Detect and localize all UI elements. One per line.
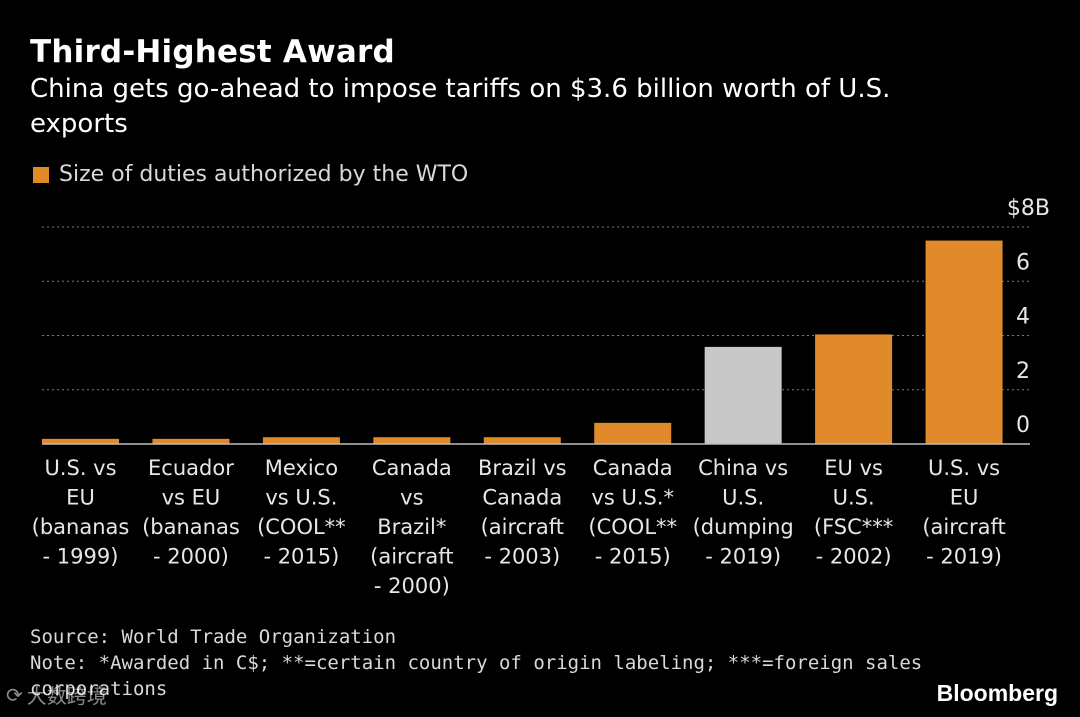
x-tick-label: U.S. vs EU (aircraft - 2019)	[922, 456, 1005, 569]
footnote: Note: *Awarded in C$; **=certain country…	[30, 652, 923, 700]
y-tick-label: 0	[1016, 413, 1030, 438]
y-tick-label: 4	[1016, 305, 1030, 330]
bar	[594, 422, 672, 444]
bar	[815, 334, 893, 444]
watermark-icon: ⟳	[6, 682, 23, 707]
bar	[925, 240, 1003, 444]
chart-title: Third-Highest Award	[30, 34, 395, 70]
x-tick-label: China vs U.S. (dumping - 2019)	[693, 456, 794, 569]
source-note: Source: World Trade Organization	[30, 626, 397, 648]
legend-swatch	[33, 166, 49, 183]
bar	[152, 438, 230, 444]
y-unit-label: $8B	[1007, 196, 1050, 221]
bar	[373, 437, 451, 444]
x-tick-label: Canada vs U.S.* (COOL** - 2015)	[588, 456, 677, 569]
bar	[262, 437, 340, 444]
x-tick-label: Mexico vs U.S. (COOL** - 2015)	[257, 456, 346, 569]
legend-label: Size of duties authorized by the WTO	[59, 162, 469, 187]
x-tick-label: EU vs U.S. (FSC*** - 2002)	[814, 456, 893, 569]
footer: Source: World Trade Organization Note: *…	[30, 624, 930, 702]
bar	[704, 346, 782, 444]
x-tick-label: Canada vs Brazil* (aircraft - 2000)	[370, 456, 453, 598]
watermark-text: 大数跨境	[26, 684, 107, 708]
bar	[483, 437, 561, 444]
x-tick-label: Brazil vs Canada (aircraft - 2003)	[478, 456, 567, 569]
y-tick-label: 6	[1016, 250, 1030, 275]
y-tick-label: 2	[1016, 359, 1030, 384]
x-tick-label: Ecuador vs EU (bananas - 2000)	[142, 456, 240, 569]
x-tick-label: U.S. vs EU (bananas - 1999)	[32, 456, 130, 569]
watermark: ⟳ 大数跨境	[6, 680, 107, 709]
brand-logo: Bloomberg	[936, 680, 1058, 706]
chart-subtitle: China gets go-ahead to impose tariffs on…	[30, 74, 891, 139]
bar	[42, 438, 119, 444]
legend: Size of duties authorized by the WTO	[33, 162, 468, 187]
